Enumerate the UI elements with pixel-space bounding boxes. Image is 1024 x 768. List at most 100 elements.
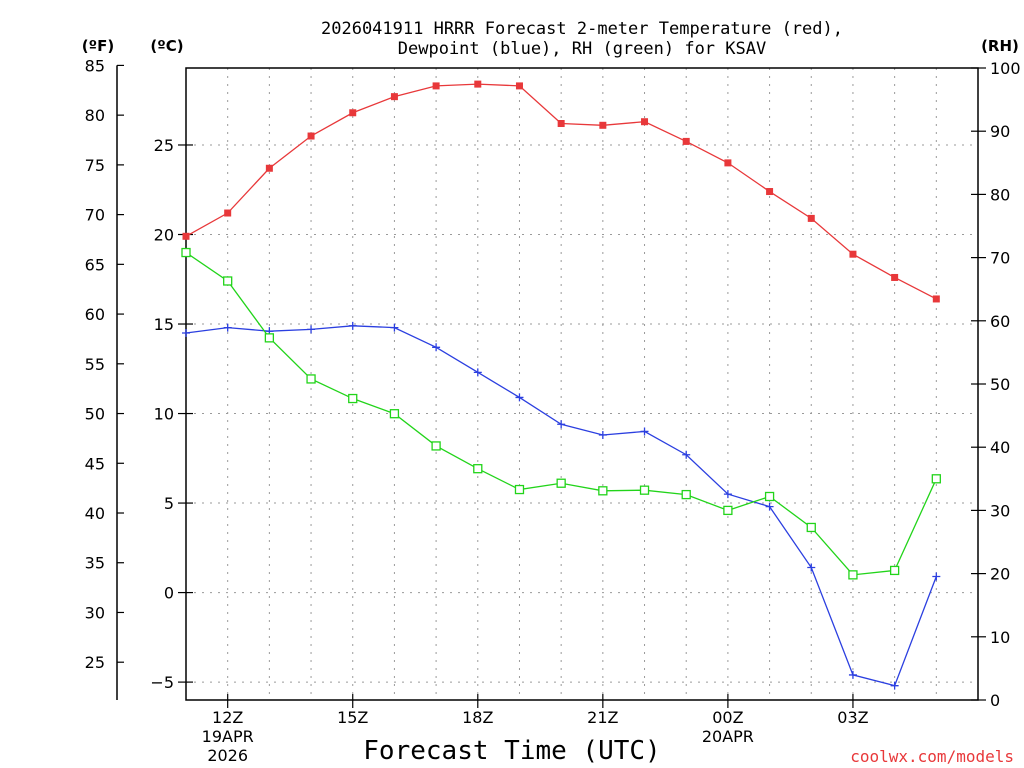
time-tick-label: 00Z	[712, 708, 743, 727]
time-tick-label: 12Z	[212, 708, 243, 727]
celsius-tick-label: 15	[154, 315, 174, 334]
celsius-tick-label: 20	[154, 226, 174, 245]
time-tick-label: 18Z	[462, 708, 493, 727]
rh-point	[514, 484, 525, 495]
dewpoint-point	[932, 572, 941, 581]
2-meter-temperature-point	[682, 137, 690, 145]
time-tick-label: 21Z	[587, 708, 618, 727]
rh-tick-label: 50	[990, 375, 1010, 394]
2-meter-temperature-point	[807, 214, 815, 222]
credit-text: coolwx.com/models	[850, 747, 1014, 766]
dewpoint-point	[765, 502, 774, 511]
rh-point	[764, 491, 775, 502]
rh-tick-label: 90	[990, 122, 1010, 141]
2-meter-temperature-point	[390, 93, 398, 101]
fahrenheit-unit-label: (ºF)	[82, 37, 114, 55]
dewpoint-point	[473, 368, 482, 377]
2-meter-temperature-point	[432, 82, 440, 90]
2-meter-temperature-point	[766, 188, 774, 196]
rh-tick-label: 0	[990, 691, 1000, 710]
dewpoint-point	[182, 328, 190, 337]
2-meter-temperature-point	[182, 232, 190, 240]
2-meter-temperature-point	[515, 82, 523, 90]
celsius-tick-label: −5	[150, 673, 174, 692]
time-tick-label: 2026	[207, 746, 248, 765]
series-layer	[181, 80, 941, 690]
dewpoint-point	[807, 563, 816, 572]
dewpoint-point	[682, 450, 691, 459]
2-meter-temperature-point	[849, 250, 857, 258]
2-meter-temperature-point	[641, 118, 649, 126]
dewpoint-point	[307, 325, 316, 334]
dewpoint-point	[890, 681, 899, 690]
rh-tick-label: 60	[990, 312, 1010, 331]
time-tick-label: 19APR	[202, 727, 254, 746]
dewpoint-point	[598, 431, 607, 440]
dewpoint-point	[557, 420, 566, 429]
rh-point	[723, 505, 733, 516]
rh-point	[848, 570, 858, 580]
rh-tick-label: 30	[990, 501, 1010, 520]
fahrenheit-tick-label: 55	[85, 355, 105, 374]
rh-point	[389, 409, 400, 419]
celsius-tick-label: 25	[154, 136, 174, 155]
celsius-unit-label: (ºC)	[150, 37, 183, 55]
rh-tick-label: 70	[990, 249, 1010, 268]
plot-frame	[185, 67, 979, 701]
2-meter-temperature-point	[724, 159, 732, 167]
dewpoint-line	[185, 325, 937, 687]
fahrenheit-tick-label: 75	[85, 156, 105, 175]
2-meter-temperature-point	[599, 121, 607, 129]
rh-tick-label: 80	[990, 185, 1010, 204]
grid-lines	[186, 68, 978, 700]
rh-point	[806, 522, 816, 533]
rh-point	[431, 441, 441, 451]
2-meter-temperature-point	[265, 164, 273, 172]
celsius-tick-label: 10	[154, 405, 174, 424]
fahrenheit-tick-label: 30	[85, 603, 105, 622]
x-axis-title: Forecast Time (UTC)	[363, 736, 660, 766]
rh-tick-label: 100	[990, 59, 1021, 78]
rh-point	[348, 393, 358, 404]
2-meter-temperature-point	[474, 80, 482, 88]
rh-axis: 0 10 20 30 40 50 60 70 80 90 100	[971, 59, 1021, 710]
rh-point	[556, 478, 566, 488]
rh-point	[264, 333, 275, 343]
time-tick-label: 03Z	[837, 708, 868, 727]
2-meter-temperature-point	[224, 209, 232, 217]
rh-point	[889, 565, 900, 576]
rh-point	[223, 276, 233, 286]
celsius-tick-label: 5	[164, 494, 174, 513]
fahrenheit-tick-label: 80	[85, 106, 105, 125]
time-tick-label: 15Z	[337, 708, 368, 727]
rh-point	[306, 374, 316, 384]
rh-tick-label: 10	[990, 628, 1010, 647]
rh-point	[639, 485, 650, 495]
rh-point	[181, 247, 191, 258]
time-tick-label: 20APR	[702, 727, 754, 746]
rh-point	[931, 474, 941, 484]
fahrenheit-tick-label: 40	[85, 504, 105, 523]
dewpoint-point	[390, 323, 399, 332]
dewpoint-point	[640, 427, 649, 436]
fahrenheit-tick-label: 85	[85, 56, 105, 75]
dewpoint-point	[848, 670, 857, 679]
dewpoint-point	[515, 393, 524, 402]
2-meter-temperature-point	[307, 132, 315, 140]
dewpoint-point	[432, 343, 441, 352]
chart-title-line2: Dewpoint (blue), RH (green) for KSAV	[398, 39, 766, 59]
celsius-tick-label: 0	[164, 584, 174, 603]
2-meter-temperature-point	[932, 295, 940, 303]
fahrenheit-tick-label: 35	[85, 554, 105, 573]
celsius-axis: −5 0 5 10 15 20 25	[150, 136, 193, 692]
dewpoint-point	[348, 321, 357, 330]
rh-point	[473, 464, 483, 474]
rh-point	[681, 489, 691, 500]
fahrenheit-tick-label: 45	[85, 454, 105, 473]
fahrenheit-tick-label: 65	[85, 255, 105, 274]
2-meter-temperature-point	[557, 120, 565, 128]
dewpoint-point	[223, 323, 232, 332]
fahrenheit-tick-label: 25	[85, 653, 105, 672]
